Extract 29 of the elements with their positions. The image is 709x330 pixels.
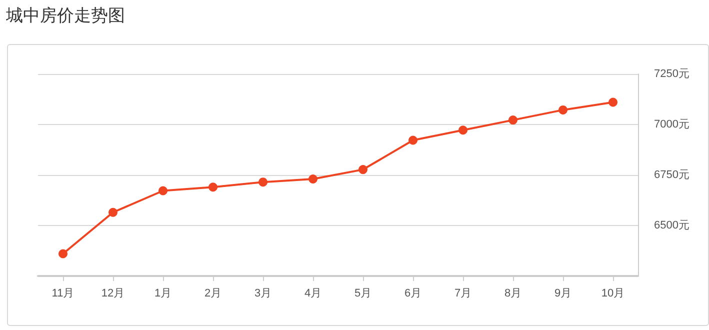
x-tick-label: 4月 — [304, 288, 322, 300]
chart-title: 城中房价走势图 — [6, 5, 125, 27]
point — [508, 116, 518, 125]
x-tick-label: 7月 — [454, 288, 472, 300]
point — [258, 178, 268, 187]
x-tick-label: 10月 — [601, 288, 625, 300]
y-tick-label: 7000元 — [654, 118, 690, 130]
x-tick-label: 3月 — [254, 288, 272, 300]
point — [58, 249, 68, 258]
y-tick-label: 6500元 — [654, 220, 690, 232]
x-tick-label: 2月 — [204, 288, 222, 300]
point — [108, 208, 118, 217]
point — [158, 186, 168, 196]
x-tick-label: 1月 — [154, 288, 172, 300]
y-tick-label: 6750元 — [654, 169, 690, 181]
point — [608, 98, 618, 107]
x-tick-label: 8月 — [504, 288, 522, 300]
point — [408, 136, 418, 145]
point — [308, 174, 318, 184]
y-tick-label: 7250元 — [654, 68, 690, 80]
point — [358, 165, 368, 174]
x-tick-label: 5月 — [354, 288, 372, 300]
point — [558, 105, 568, 114]
point — [458, 126, 468, 135]
x-tick-label: 9月 — [554, 288, 572, 300]
x-tick-label: 6月 — [404, 288, 422, 300]
x-tick-label: 11月 — [52, 288, 74, 300]
point — [208, 182, 218, 192]
x-tick-label: 12月 — [101, 288, 125, 300]
